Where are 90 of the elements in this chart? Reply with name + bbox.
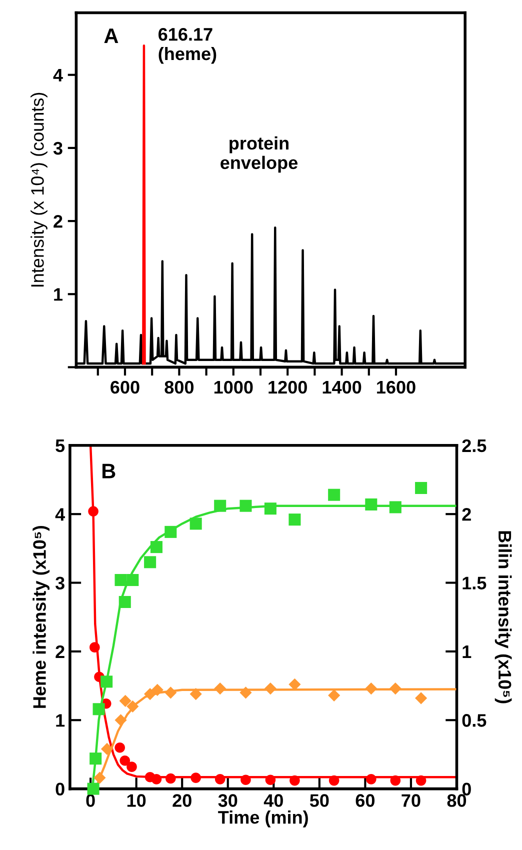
point <box>328 689 340 702</box>
y2-tick-label: 1.5 <box>462 576 486 590</box>
y2-axis-title: Bilin intensity (x10⁵) <box>494 531 512 704</box>
point <box>164 686 177 699</box>
point <box>288 514 301 526</box>
point <box>390 775 401 786</box>
y2-tick-label: 2.5 <box>462 439 486 452</box>
y-tick-label: 4 <box>53 68 63 82</box>
y-tick-label: 0 <box>56 782 64 796</box>
point <box>264 502 276 515</box>
point <box>90 752 102 765</box>
point <box>190 688 202 700</box>
point <box>100 742 114 756</box>
point <box>365 682 378 695</box>
point <box>416 775 426 786</box>
point <box>151 774 162 784</box>
point <box>414 692 428 704</box>
x-tick-label: 0 <box>86 794 95 807</box>
point <box>389 682 402 695</box>
point <box>240 500 252 512</box>
point <box>144 556 156 568</box>
x-axis-title: Time (min) <box>218 810 308 828</box>
y-tick-label: 3 <box>53 142 62 155</box>
point <box>144 688 156 700</box>
point <box>264 682 276 695</box>
y-tick-label: 3 <box>55 576 64 590</box>
x-tick-label: 20 <box>172 794 192 807</box>
point <box>328 775 340 786</box>
y2-tick-label: 1 <box>462 646 472 658</box>
text: A <box>104 28 118 43</box>
point <box>365 498 378 510</box>
y-axis-title: Heme intensity (x10⁵) <box>32 526 50 708</box>
y-tick-label: 5 <box>56 440 65 452</box>
y2-tick-label: 0 <box>462 782 471 796</box>
point <box>151 684 164 696</box>
y-tick-label: 2 <box>56 645 64 658</box>
y-tick-label: 2 <box>54 214 62 228</box>
point <box>214 774 226 784</box>
x-tick-label: 60 <box>356 794 374 807</box>
x-tick-label: 70 <box>402 794 420 807</box>
point <box>389 501 402 514</box>
x-tick-label: 800 <box>164 380 194 394</box>
annotation: 616.17 (heme) <box>158 28 216 64</box>
point <box>114 742 125 753</box>
y2-tick-label: 2 <box>462 508 471 521</box>
y-tick-label: 4 <box>55 508 65 521</box>
point <box>120 755 130 766</box>
point <box>214 500 226 512</box>
x-tick-label: 1200 <box>268 380 307 394</box>
point <box>166 773 176 784</box>
point <box>214 682 226 695</box>
y-tick-label: 1 <box>56 714 65 727</box>
point <box>190 518 202 530</box>
y-tick-label: 1 <box>54 288 63 301</box>
y2-tick-label: 0.5 <box>462 714 486 727</box>
point <box>114 574 127 586</box>
point <box>164 526 177 538</box>
x-tick-label: 1400 <box>322 380 362 394</box>
point <box>290 775 300 786</box>
x-tick-label: 40 <box>264 794 283 807</box>
point <box>240 686 252 699</box>
x-tick-label: 80 <box>447 794 466 807</box>
point <box>366 774 376 784</box>
point <box>265 774 276 786</box>
point <box>415 482 428 494</box>
x-tick-label: 600 <box>110 380 140 394</box>
x-tick-label: 50 <box>310 794 329 807</box>
point <box>118 596 131 608</box>
point <box>150 541 162 554</box>
y-axis-title: Intensity (x 10⁴) (counts) <box>30 92 48 287</box>
x-tick-label: 30 <box>218 794 238 807</box>
point <box>328 488 340 501</box>
point <box>92 703 105 716</box>
point <box>126 762 137 772</box>
point <box>126 574 139 586</box>
point <box>87 782 100 795</box>
point <box>88 506 98 516</box>
point <box>190 772 201 783</box>
annotation: protein envelope <box>220 136 298 173</box>
point <box>119 694 132 707</box>
point <box>114 714 127 726</box>
x-tick-label: 1000 <box>214 380 253 394</box>
point <box>240 774 251 786</box>
point <box>126 700 139 712</box>
x-tick-label: 1600 <box>377 380 416 394</box>
text: B <box>102 464 116 478</box>
point <box>94 772 106 784</box>
point <box>90 642 100 652</box>
point <box>100 676 113 688</box>
x-tick-label: 10 <box>127 794 146 807</box>
